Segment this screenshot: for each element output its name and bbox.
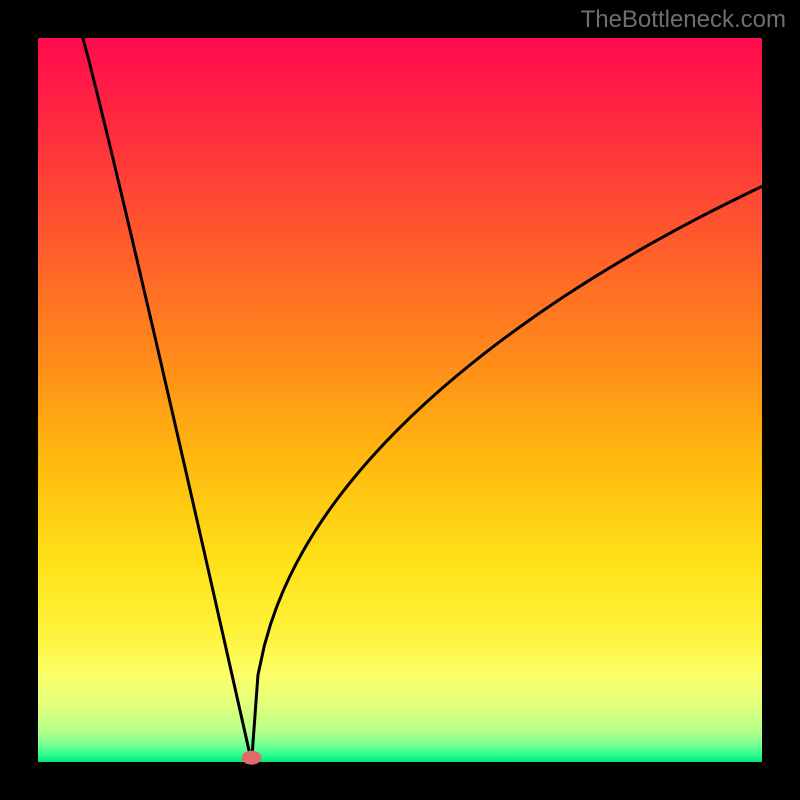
watermark-text: TheBottleneck.com: [581, 6, 786, 34]
plot-svg: [0, 0, 800, 800]
minimum-marker: [242, 751, 262, 765]
plot-background: [38, 38, 762, 762]
